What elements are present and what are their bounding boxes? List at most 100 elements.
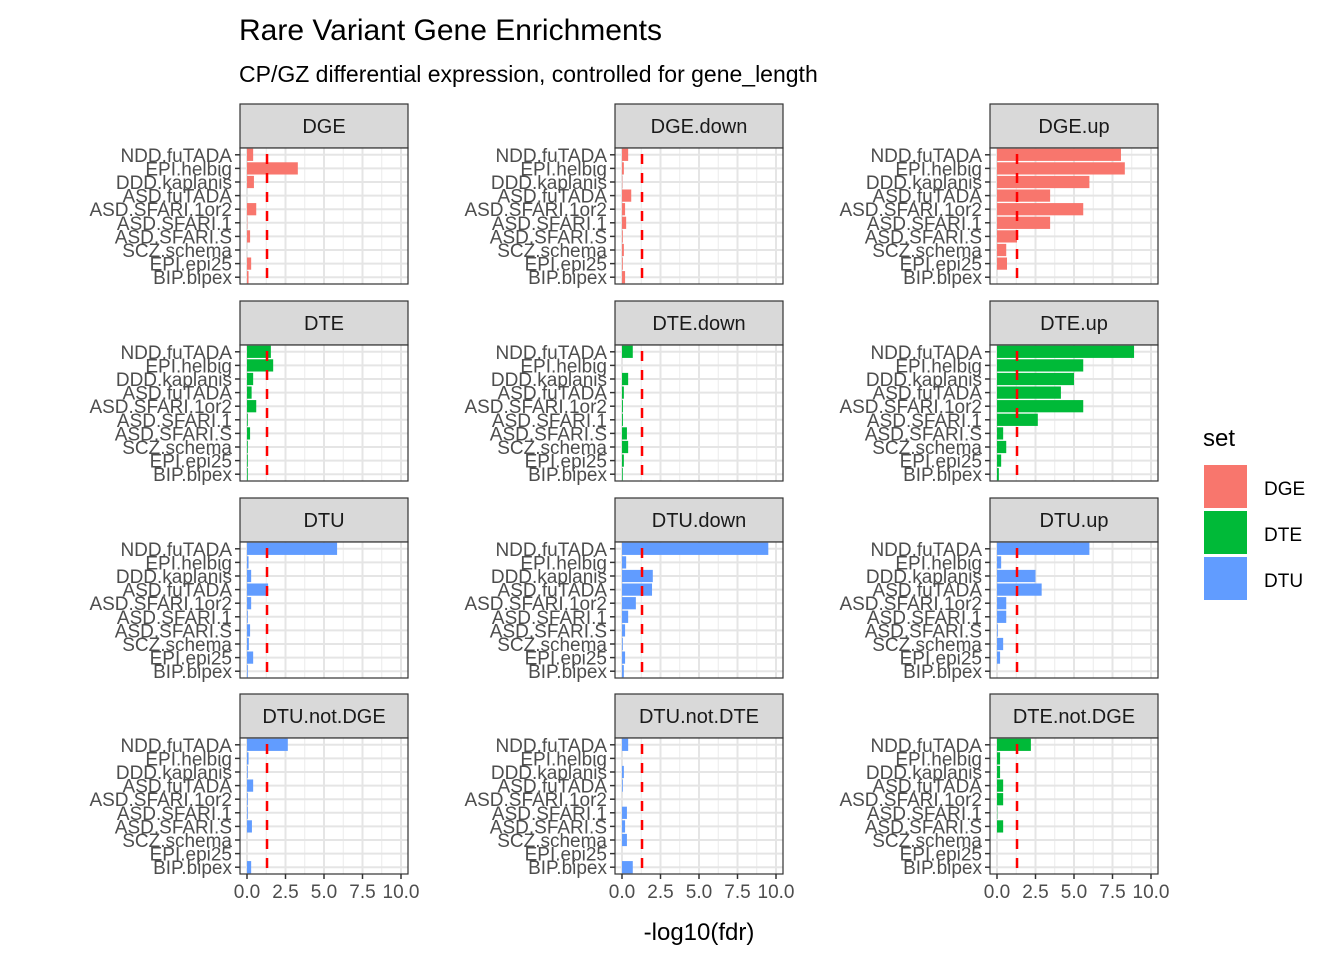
bar-ddd-kaplanis xyxy=(247,372,254,386)
x-tick-label: 7.5 xyxy=(724,882,750,903)
bar-scz-schema xyxy=(622,833,627,847)
y-tick-label: ASD.SFARI.S xyxy=(115,227,232,248)
bar-asd-futada xyxy=(622,583,653,596)
bar-asd-futada xyxy=(247,583,269,596)
y-tick-label: DDD.kaplanis xyxy=(116,763,232,784)
y-tick-label: ASD.SFARI.S xyxy=(115,621,232,642)
bar-ddd-kaplanis xyxy=(247,765,248,779)
bar-epi-epi25 xyxy=(622,651,626,664)
y-tick-label: ASD.SFARI.1or2 xyxy=(89,790,232,811)
facet-panel-dte-not-dge: DTE.not.DGE NDD.fuTADAEPI.helbigDDD.kapla… xyxy=(839,693,1169,903)
y-tick-label: ASD.SFARI.S xyxy=(865,227,982,248)
y-tick-label: ASD.SFARI.1or2 xyxy=(464,594,607,615)
y-tick-label: ASD.fuTADA xyxy=(873,581,983,602)
bar-asd-sfari-s xyxy=(622,624,626,637)
bar-scz-schema xyxy=(622,637,623,651)
y-tick-label: EPI.helbig xyxy=(895,553,982,574)
bar-bip-bipex xyxy=(622,271,626,284)
bar-epi-helbig xyxy=(997,556,1002,569)
x-tick-label: 0.0 xyxy=(234,882,260,903)
y-tick-label: EPI.epi25 xyxy=(525,845,607,866)
y-tick-label: NDD.fuTADA xyxy=(495,343,607,364)
y-tick-label: SCZ.schema xyxy=(497,635,607,656)
bar-asd-sfari-1or2 xyxy=(247,793,248,806)
legend: set DGE DTE DTU xyxy=(1203,425,1305,600)
bar-ddd-kaplanis xyxy=(997,765,1001,779)
y-tick-label: SCZ.schema xyxy=(497,438,607,459)
legend-swatch-dte xyxy=(1204,511,1247,554)
legend-title: set xyxy=(1203,425,1235,452)
bar-asd-futada xyxy=(622,779,623,792)
panel-border xyxy=(989,147,1159,285)
facet-strip-label: DTU.up xyxy=(1040,510,1109,532)
bar-epi-helbig xyxy=(997,162,1125,175)
y-tick-label: ASD.SFARI.1 xyxy=(867,608,982,629)
bar-epi-helbig xyxy=(247,162,298,175)
bar-scz-schema xyxy=(247,440,248,454)
x-tick-label: 10.0 xyxy=(383,882,420,903)
facet-strip xyxy=(614,300,784,346)
bar-asd-sfari-s xyxy=(247,427,251,440)
y-tick-label: ASD.SFARI.1 xyxy=(117,608,232,629)
y-tick-label: NDD.fuTADA xyxy=(870,736,982,757)
bar-ndd-futada xyxy=(622,148,629,161)
y-tick-label: EPI.helbig xyxy=(145,553,232,574)
y-tick-label: EPI.epi25 xyxy=(150,452,232,473)
y-tick-label: ASD.SFARI.1 xyxy=(117,411,232,432)
bar-ndd-futada xyxy=(997,542,1090,555)
y-tick-label: NDD.fuTADA xyxy=(870,540,982,561)
y-tick-label: EPI.epi25 xyxy=(525,452,607,473)
bar-epi-helbig xyxy=(247,359,274,372)
y-tick-label: EPI.epi25 xyxy=(150,845,232,866)
y-tick-label: ASD.SFARI.S xyxy=(490,817,607,838)
y-tick-label: ASD.SFARI.1 xyxy=(867,214,982,235)
bar-asd-sfari-1or2 xyxy=(247,400,257,413)
y-tick-label: EPI.epi25 xyxy=(525,649,607,670)
bar-asd-futada xyxy=(997,189,1051,202)
y-tick-label: ASD.fuTADA xyxy=(123,581,233,602)
bar-epi-helbig xyxy=(997,359,1084,372)
y-tick-label: EPI.helbig xyxy=(145,159,232,180)
bar-epi-helbig xyxy=(247,556,249,569)
y-tick-label: EPI.helbig xyxy=(895,356,982,377)
y-tick-label: BIP.bipex xyxy=(903,465,982,486)
y-tick-label: NDD.fuTADA xyxy=(870,343,982,364)
panel-border xyxy=(989,541,1159,679)
y-tick-label: EPI.epi25 xyxy=(150,255,232,276)
y-tick-label: NDD.fuTADA xyxy=(870,146,982,167)
facet-strip xyxy=(989,693,1159,739)
y-tick-label: EPI.epi25 xyxy=(150,649,232,670)
y-tick-label: DDD.kaplanis xyxy=(116,370,232,391)
y-tick-label: ASD.SFARI.1or2 xyxy=(839,200,982,221)
facet-panel-dge-up: DGE.upNDD.fuTADAEPI.helbigDDD.kaplanisAS… xyxy=(839,103,1159,289)
bar-ddd-kaplanis xyxy=(622,569,653,583)
y-tick-label: ASD.SFARI.1or2 xyxy=(89,594,232,615)
bar-ndd-futada xyxy=(622,345,633,358)
y-tick-label: SCZ.schema xyxy=(497,831,607,852)
facet-strip xyxy=(614,693,784,739)
y-tick-label: BIP.bipex xyxy=(153,465,232,486)
facet-strip-label: DTU xyxy=(303,510,344,532)
facet-panel-dtu-up: DTU.upNDD.fuTADAEPI.helbigDDD.kaplanisAS… xyxy=(839,497,1159,683)
bar-epi-helbig xyxy=(997,752,1001,765)
facet-strip-label: DGE xyxy=(302,116,345,138)
y-tick-label: EPI.helbig xyxy=(145,356,232,377)
y-tick-label: ASD.SFARI.S xyxy=(490,227,607,248)
bar-asd-sfari-1 xyxy=(247,610,248,623)
facet-strip xyxy=(239,103,409,149)
bar-epi-epi25 xyxy=(247,257,252,270)
facet-strip xyxy=(989,497,1159,543)
bar-asd-futada xyxy=(622,189,632,202)
bar-ddd-kaplanis xyxy=(622,372,629,386)
y-tick-label: DDD.kaplanis xyxy=(491,567,607,588)
y-tick-label: ASD.SFARI.1 xyxy=(867,411,982,432)
bar-asd-sfari-1or2 xyxy=(997,597,1007,610)
y-tick-label: EPI.epi25 xyxy=(900,452,982,473)
facet-panel-dtu-down: DTU.down NDD.fuTADAEPI.helbigDDD.kaplanis… xyxy=(464,497,784,683)
panel-border xyxy=(614,541,784,679)
panel-border xyxy=(614,344,784,482)
bar-asd-sfari-1or2 xyxy=(622,597,636,610)
facet-strip-label: DTE.down xyxy=(652,313,745,335)
y-tick-label: SCZ.schema xyxy=(122,635,232,656)
